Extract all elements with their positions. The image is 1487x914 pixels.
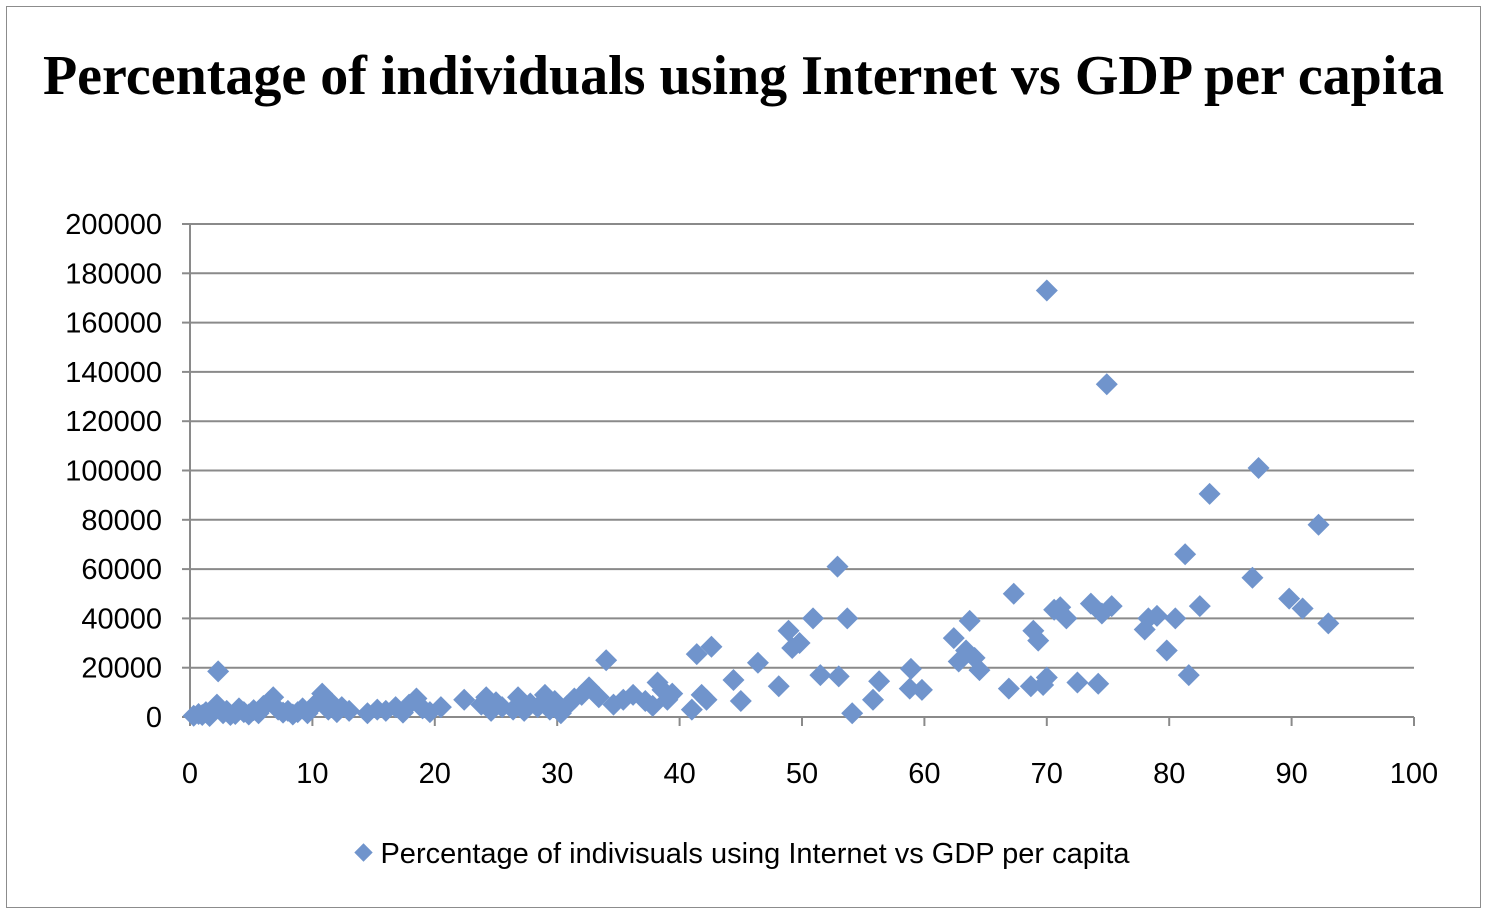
data-point-134 — [1291, 597, 1314, 620]
chart-frame — [6, 6, 1481, 908]
x-tick-label-9: 90 — [1275, 758, 1307, 790]
legend-label: Percentage of indivisuals using Internet… — [380, 838, 1130, 870]
chart-title: Percentage of individuals using Internet… — [42, 45, 1445, 107]
x-tick-label-8: 80 — [1153, 758, 1185, 790]
data-point-129 — [1188, 595, 1211, 618]
data-point-112 — [1035, 279, 1058, 302]
legend: Percentage of indivisuals using Internet… — [0, 838, 1487, 871]
y-axis-ticks: 0 20000 40000 60000 80000 100000 120000 140000 1… — [65, 209, 190, 734]
x-tick-label-4: 40 — [663, 758, 695, 790]
data-point-97 — [899, 657, 922, 680]
gridlines — [190, 223, 1414, 669]
x-tick-label-0: 0 — [182, 758, 198, 790]
data-point-99 — [942, 627, 965, 650]
axes — [189, 224, 1414, 718]
x-axis-ticks: 0 10 20 30 40 50 60 70 80 90 100 — [182, 717, 1438, 790]
data-point-45 — [429, 696, 452, 719]
data-point-76 — [680, 698, 703, 721]
x-tick-label-1: 10 — [296, 758, 328, 790]
data-point-115 — [1055, 607, 1078, 630]
y-tick-label-9: 180000 — [65, 258, 162, 290]
data-point-105 — [997, 677, 1020, 700]
y-tick-label-0: 0 — [146, 702, 162, 734]
data-point-111 — [1035, 666, 1058, 689]
data-point-91 — [827, 665, 850, 688]
y-tick-label-7: 140000 — [65, 357, 162, 389]
y-tick-label-6: 120000 — [65, 406, 162, 438]
x-tick-label-2: 20 — [419, 758, 451, 790]
data-point-65 — [587, 686, 610, 709]
x-tick-label-10: 100 — [1390, 758, 1438, 790]
data-point-93 — [841, 702, 864, 725]
data-point-118 — [1087, 672, 1110, 695]
data-point-79 — [695, 688, 718, 711]
data-point-85 — [777, 619, 800, 642]
legend-diamond-icon — [354, 843, 374, 862]
data-point-92 — [836, 607, 859, 630]
data-point-77 — [685, 643, 708, 666]
data-point-80 — [700, 635, 723, 658]
y-tick-label-3: 60000 — [81, 554, 162, 586]
data-point-7 — [207, 660, 230, 683]
x-tick-label-7: 70 — [1031, 758, 1063, 790]
data-point-88 — [802, 607, 825, 630]
data-point-104 — [968, 659, 991, 682]
data-point-132 — [1247, 457, 1270, 480]
data-points — [182, 279, 1340, 728]
data-point-102 — [958, 609, 981, 632]
data-point-94 — [861, 688, 884, 711]
data-point-106 — [1002, 582, 1025, 605]
data-point-98 — [910, 678, 933, 701]
y-tick-label-2: 40000 — [81, 603, 162, 635]
data-point-127 — [1174, 543, 1197, 566]
data-point-125 — [1155, 639, 1178, 662]
data-point-84 — [767, 675, 790, 698]
data-point-135 — [1307, 513, 1330, 536]
data-point-95 — [868, 670, 891, 693]
data-point-83 — [746, 651, 769, 674]
data-point-87 — [788, 632, 811, 655]
data-point-128 — [1177, 664, 1200, 687]
x-tick-label-6: 60 — [908, 758, 940, 790]
data-point-116 — [1066, 671, 1089, 694]
data-point-96 — [898, 677, 921, 700]
data-point-81 — [722, 669, 745, 692]
data-point-120 — [1095, 373, 1118, 396]
data-point-133 — [1278, 587, 1301, 610]
x-tick-label-5: 50 — [786, 758, 818, 790]
data-point-109 — [1027, 629, 1050, 652]
data-point-89 — [809, 664, 832, 687]
y-tick-label-1: 20000 — [81, 653, 162, 685]
data-point-46 — [453, 688, 476, 711]
data-point-66 — [595, 649, 618, 672]
data-point-107 — [1019, 675, 1042, 698]
data-point-126 — [1164, 607, 1187, 630]
y-tick-label-8: 160000 — [65, 308, 162, 340]
y-tick-label-10: 200000 — [65, 209, 162, 241]
data-point-82 — [729, 689, 752, 712]
y-tick-label-5: 100000 — [65, 456, 162, 488]
x-tick-label-3: 30 — [541, 758, 573, 790]
data-point-130 — [1198, 482, 1221, 505]
data-point-90 — [826, 555, 849, 578]
data-point-131 — [1241, 566, 1264, 589]
y-tick-label-4: 80000 — [81, 505, 162, 537]
data-point-124 — [1145, 604, 1168, 627]
data-point-35 — [338, 699, 361, 722]
data-point-121 — [1100, 595, 1123, 618]
data-point-75 — [661, 682, 684, 705]
data-point-136 — [1317, 612, 1340, 635]
